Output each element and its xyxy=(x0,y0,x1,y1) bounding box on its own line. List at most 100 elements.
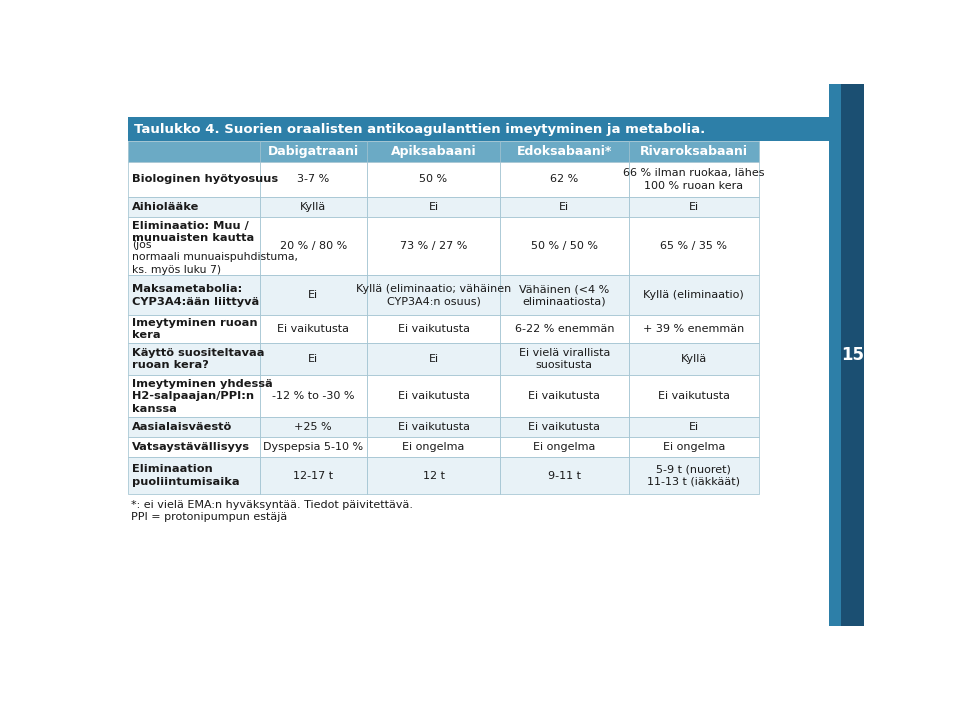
Text: Biologinen hyötyosuus: Biologinen hyötyosuus xyxy=(132,174,278,184)
Bar xyxy=(500,276,629,316)
Text: Imeytyminen yhdessä
H2-salpaajan/PPI:n
kanssa: Imeytyminen yhdessä H2-salpaajan/PPI:n k… xyxy=(132,379,274,413)
Bar xyxy=(367,343,500,375)
Bar xyxy=(128,141,259,162)
Text: Rivaroksabaani: Rivaroksabaani xyxy=(639,145,748,158)
Bar xyxy=(259,217,367,276)
Bar xyxy=(259,375,367,417)
Bar xyxy=(128,117,829,141)
Bar xyxy=(367,437,500,457)
Text: Ei vaikutusta: Ei vaikutusta xyxy=(528,391,600,401)
Bar xyxy=(367,417,500,437)
Bar xyxy=(128,457,259,494)
Bar xyxy=(259,457,367,494)
Text: Ei: Ei xyxy=(428,354,439,364)
Bar xyxy=(259,141,367,162)
Bar xyxy=(629,217,759,276)
Text: Ei vaikutusta: Ei vaikutusta xyxy=(397,422,469,432)
Text: Maksametabolia:
CYP3A4:ään liittyvä: Maksametabolia: CYP3A4:ään liittyvä xyxy=(132,284,259,307)
Bar xyxy=(367,162,500,197)
Bar xyxy=(128,217,259,276)
Bar xyxy=(128,375,259,417)
Bar xyxy=(629,197,759,217)
Bar xyxy=(500,457,629,494)
Bar xyxy=(629,162,759,197)
Text: Ei vielä virallista
suositusta: Ei vielä virallista suositusta xyxy=(518,348,610,370)
Text: 9-11 t: 9-11 t xyxy=(548,470,581,481)
Text: Apiksabaani: Apiksabaani xyxy=(391,145,476,158)
Bar xyxy=(259,316,367,343)
Bar xyxy=(629,343,759,375)
Bar xyxy=(367,375,500,417)
Bar xyxy=(367,457,500,494)
Text: 12-17 t: 12-17 t xyxy=(293,470,333,481)
Text: Aasialaisväestö: Aasialaisväestö xyxy=(132,422,232,432)
Text: Kyllä: Kyllä xyxy=(681,354,707,364)
Text: *: ei vielä EMA:n hyväksyntää. Tiedot päivitettävä.: *: ei vielä EMA:n hyväksyntää. Tiedot pä… xyxy=(131,500,413,510)
Bar xyxy=(500,162,629,197)
Bar xyxy=(367,141,500,162)
Bar xyxy=(629,437,759,457)
Bar xyxy=(629,375,759,417)
Bar xyxy=(629,141,759,162)
Text: + 39 % enemmän: + 39 % enemmän xyxy=(643,324,744,334)
Text: Ei: Ei xyxy=(688,202,699,212)
Bar xyxy=(259,276,367,316)
Text: Käyttö suositeltavaa
ruoan kera?: Käyttö suositeltavaa ruoan kera? xyxy=(132,348,265,370)
Bar xyxy=(259,197,367,217)
Bar xyxy=(829,84,841,626)
Bar xyxy=(367,197,500,217)
Text: -12 % to -30 %: -12 % to -30 % xyxy=(272,391,354,401)
Text: Eliminaation
puoliintumisaika: Eliminaation puoliintumisaika xyxy=(132,464,240,486)
Text: Vatsaystävällisyys: Vatsaystävällisyys xyxy=(132,442,251,452)
Text: Edoksabaani*: Edoksabaani* xyxy=(516,145,612,158)
Bar xyxy=(367,276,500,316)
Bar xyxy=(841,84,864,626)
Bar xyxy=(367,316,500,343)
Bar xyxy=(259,417,367,437)
Bar xyxy=(500,343,629,375)
Text: +25 %: +25 % xyxy=(295,422,332,432)
Text: Ei vaikutusta: Ei vaikutusta xyxy=(397,391,469,401)
Bar xyxy=(259,343,367,375)
Bar xyxy=(500,417,629,437)
Bar xyxy=(128,276,259,316)
Bar xyxy=(629,276,759,316)
Text: Kyllä (eliminaatio): Kyllä (eliminaatio) xyxy=(643,290,744,300)
Text: (jos
normaali munuaispuhdistuma,
ks. myös luku 7): (jos normaali munuaispuhdistuma, ks. myö… xyxy=(132,240,299,275)
Text: 15: 15 xyxy=(841,346,864,363)
Text: Vähäinen (<4 %
eliminaatiosta): Vähäinen (<4 % eliminaatiosta) xyxy=(519,284,610,307)
Text: 62 %: 62 % xyxy=(550,174,579,184)
Bar xyxy=(629,316,759,343)
Bar xyxy=(629,457,759,494)
Text: Kyllä (eliminaatio; vähäinen
CYP3A4:n osuus): Kyllä (eliminaatio; vähäinen CYP3A4:n os… xyxy=(356,284,511,307)
Text: Dyspepsia 5-10 %: Dyspepsia 5-10 % xyxy=(263,442,363,452)
Text: 50 %: 50 % xyxy=(420,174,447,184)
Bar xyxy=(500,141,629,162)
Text: Taulukko 4. Suorien oraalisten antikoagulanttien imeytyminen ja metabolia.: Taulukko 4. Suorien oraalisten antikoagu… xyxy=(134,122,706,136)
Bar xyxy=(128,417,259,437)
Text: Ei: Ei xyxy=(428,202,439,212)
Text: 50 % / 50 %: 50 % / 50 % xyxy=(531,241,598,251)
Bar xyxy=(259,437,367,457)
Bar xyxy=(500,197,629,217)
Text: Ei: Ei xyxy=(688,422,699,432)
Text: Ei ongelma: Ei ongelma xyxy=(533,442,595,452)
Text: Kyllä: Kyllä xyxy=(300,202,326,212)
Text: Dabigatraani: Dabigatraani xyxy=(268,145,359,158)
Bar xyxy=(500,437,629,457)
Bar xyxy=(128,316,259,343)
Text: 3-7 %: 3-7 % xyxy=(298,174,329,184)
Bar xyxy=(500,217,629,276)
Text: Eliminaatio: Muu /
munuaisten kautta: Eliminaatio: Muu / munuaisten kautta xyxy=(132,221,254,243)
Text: Ei: Ei xyxy=(308,354,319,364)
Text: Ei ongelma: Ei ongelma xyxy=(402,442,465,452)
Text: 5-9 t (nuoret)
11-13 t (iäkkäät): 5-9 t (nuoret) 11-13 t (iäkkäät) xyxy=(647,464,740,486)
Text: Aihiolääke: Aihiolääke xyxy=(132,202,200,212)
Bar xyxy=(128,437,259,457)
Bar xyxy=(128,343,259,375)
Text: Ei vaikutusta: Ei vaikutusta xyxy=(528,422,600,432)
Text: 12 t: 12 t xyxy=(422,470,444,481)
Text: Ei vaikutusta: Ei vaikutusta xyxy=(658,391,730,401)
Bar xyxy=(128,197,259,217)
Text: 66 % ilman ruokaa, lähes
100 % ruoan kera: 66 % ilman ruokaa, lähes 100 % ruoan ker… xyxy=(623,168,764,191)
